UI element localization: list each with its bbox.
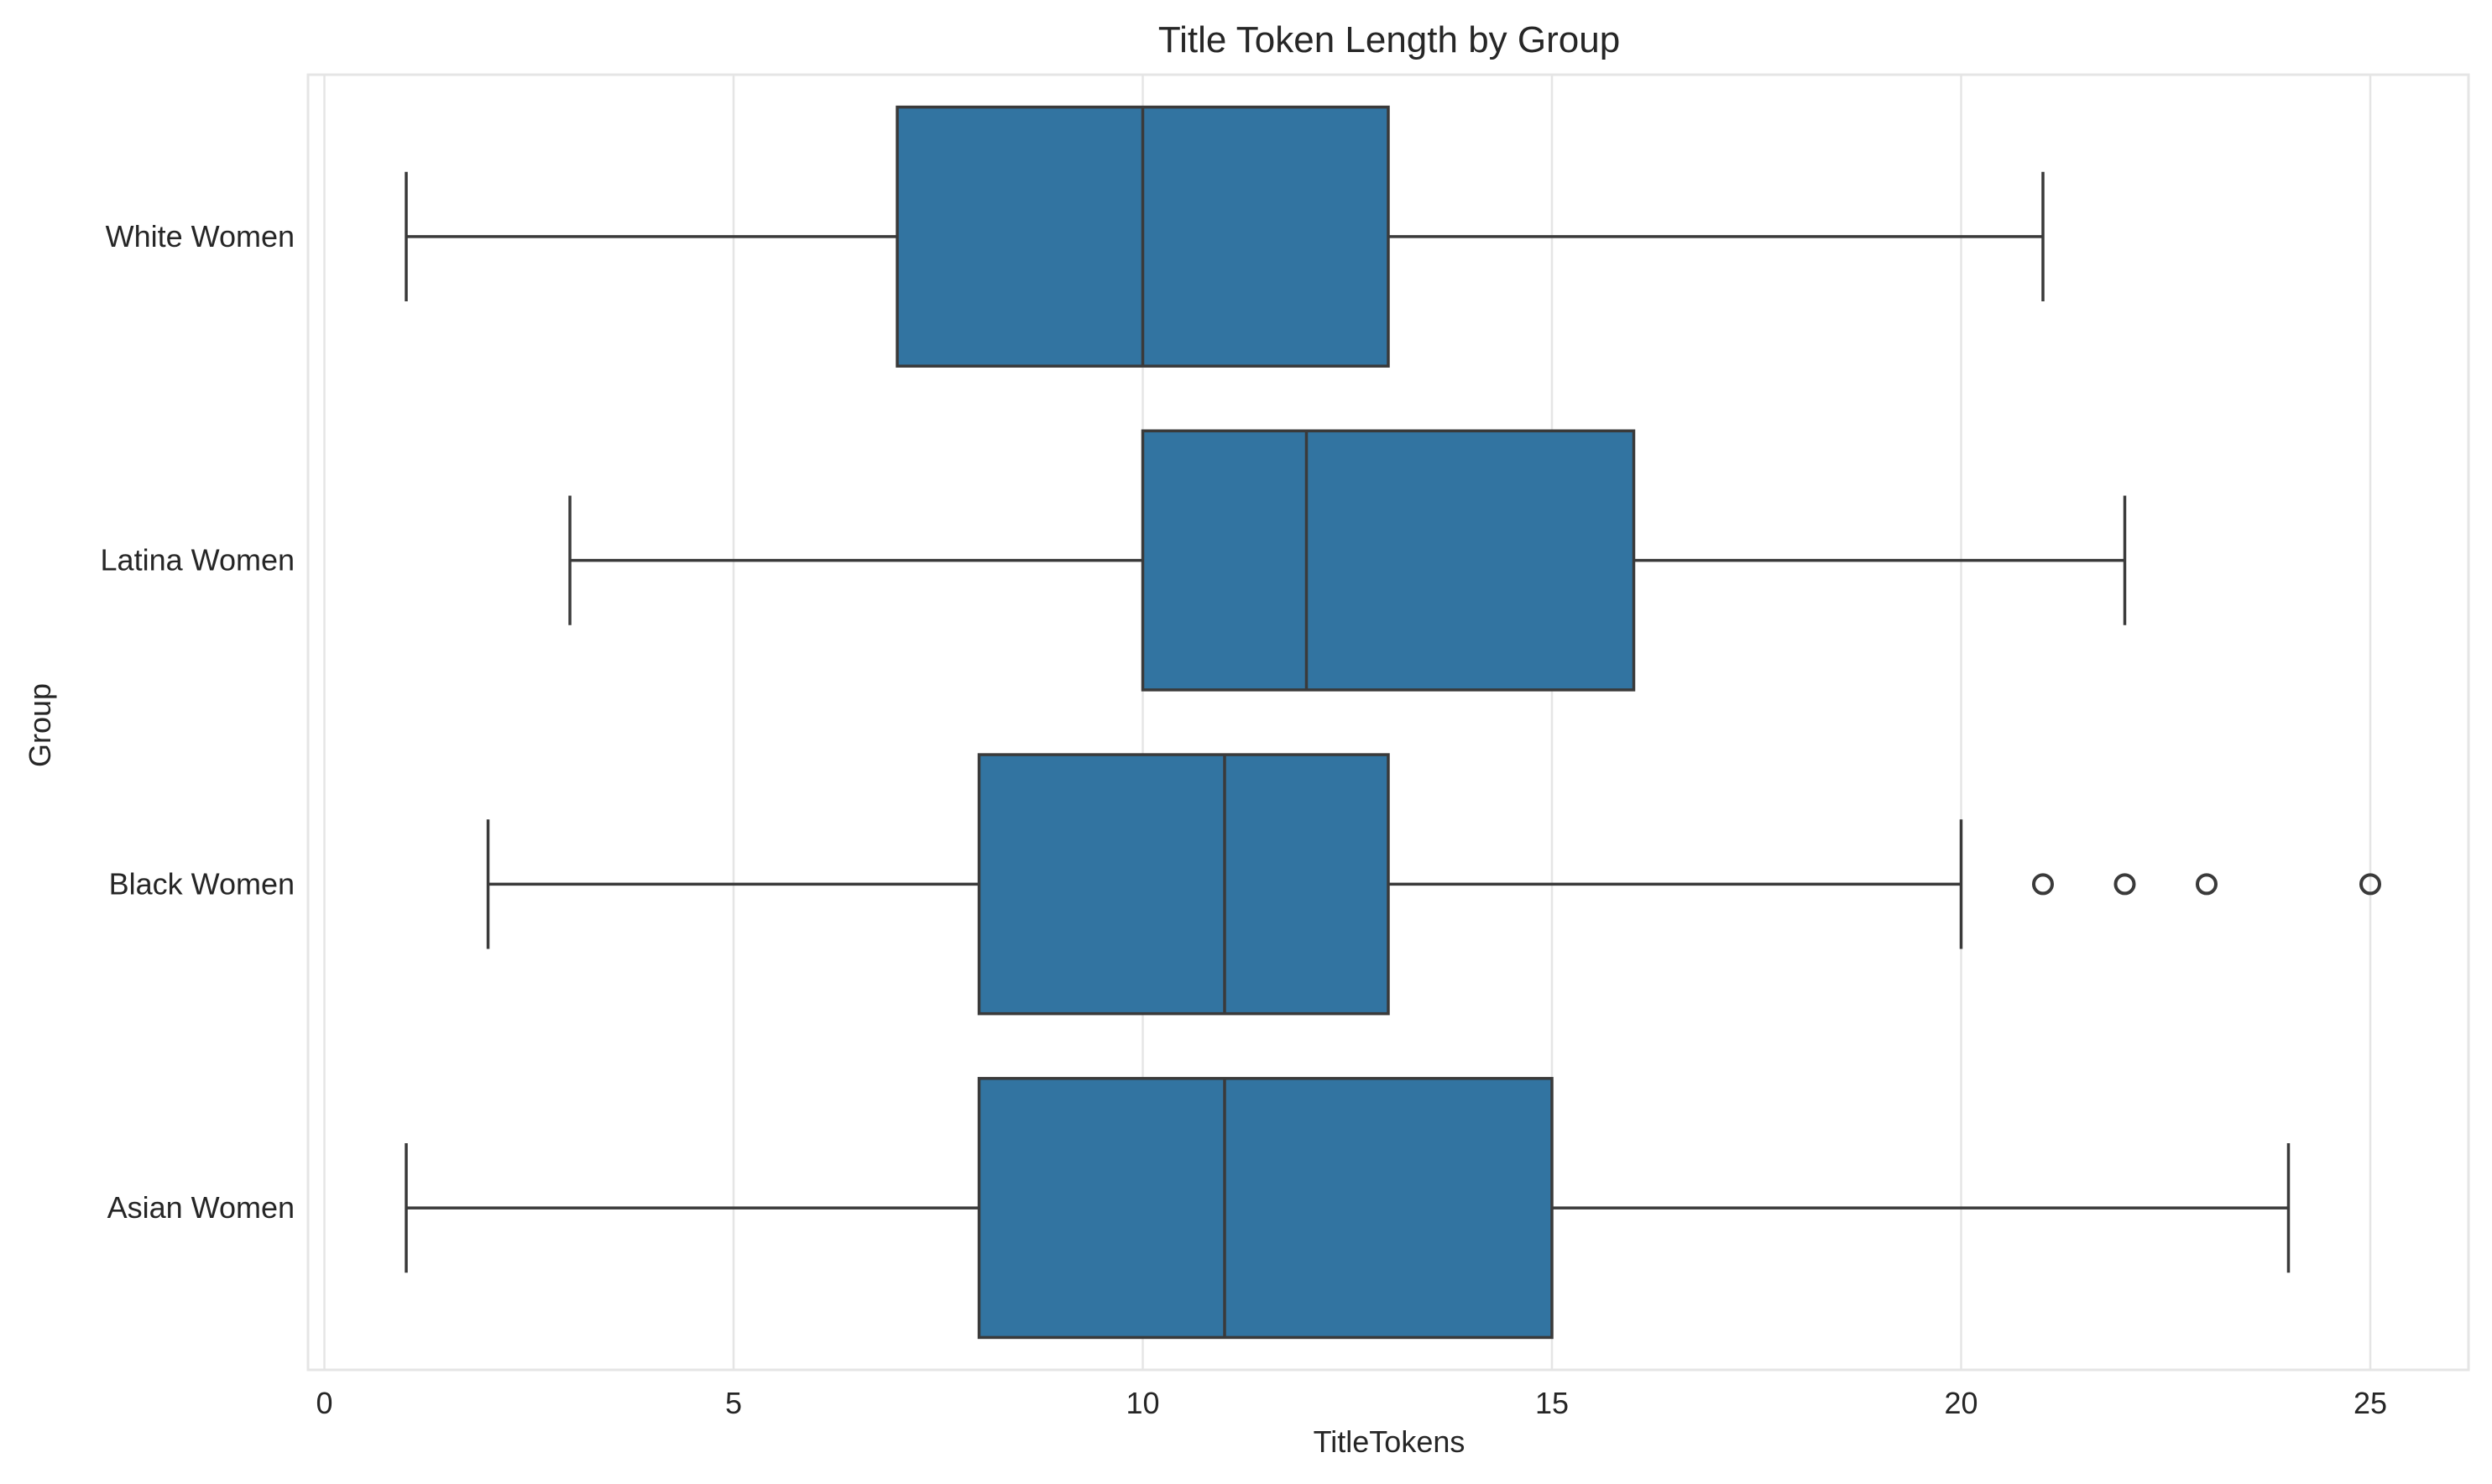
outlier-point — [2359, 873, 2381, 896]
outlier-point — [2113, 873, 2136, 896]
chart-title: Title Token Length by Group — [1158, 19, 1620, 60]
outlier-point — [2196, 873, 2218, 896]
box-group — [486, 753, 2381, 1016]
boxes — [405, 105, 2381, 1340]
x-tick-label: 10 — [1126, 1386, 1159, 1420]
iqr-box — [977, 1077, 1554, 1340]
x-tick-labels: 0 5 10 15 20 25 — [316, 1386, 2387, 1420]
x-axis-label: TitleTokens — [1314, 1424, 1465, 1459]
x-tick-label: 15 — [1535, 1386, 1569, 1420]
y-tick-label: Latina Women — [101, 543, 295, 577]
y-tick-label: White Women — [106, 219, 295, 253]
y-tick-labels: White Women Latina Women Black Women Asian … — [101, 219, 295, 1225]
y-tick-label: Asian Women — [107, 1190, 295, 1225]
outlier-point — [2032, 873, 2054, 896]
plot-frame — [306, 73, 2470, 1372]
y-tick-label: Black Women — [109, 866, 295, 901]
x-tick-label: 20 — [1944, 1386, 1977, 1420]
box-group — [405, 1077, 2291, 1340]
iqr-box — [1141, 429, 1636, 692]
iqr-box — [977, 753, 1390, 1016]
box-group — [568, 429, 2127, 692]
box-group — [405, 105, 2045, 368]
x-tick-label: 5 — [725, 1386, 742, 1420]
x-tick-label: 0 — [316, 1386, 332, 1420]
x-tick-label: 25 — [2354, 1386, 2387, 1420]
y-axis-label: Group — [23, 683, 57, 767]
